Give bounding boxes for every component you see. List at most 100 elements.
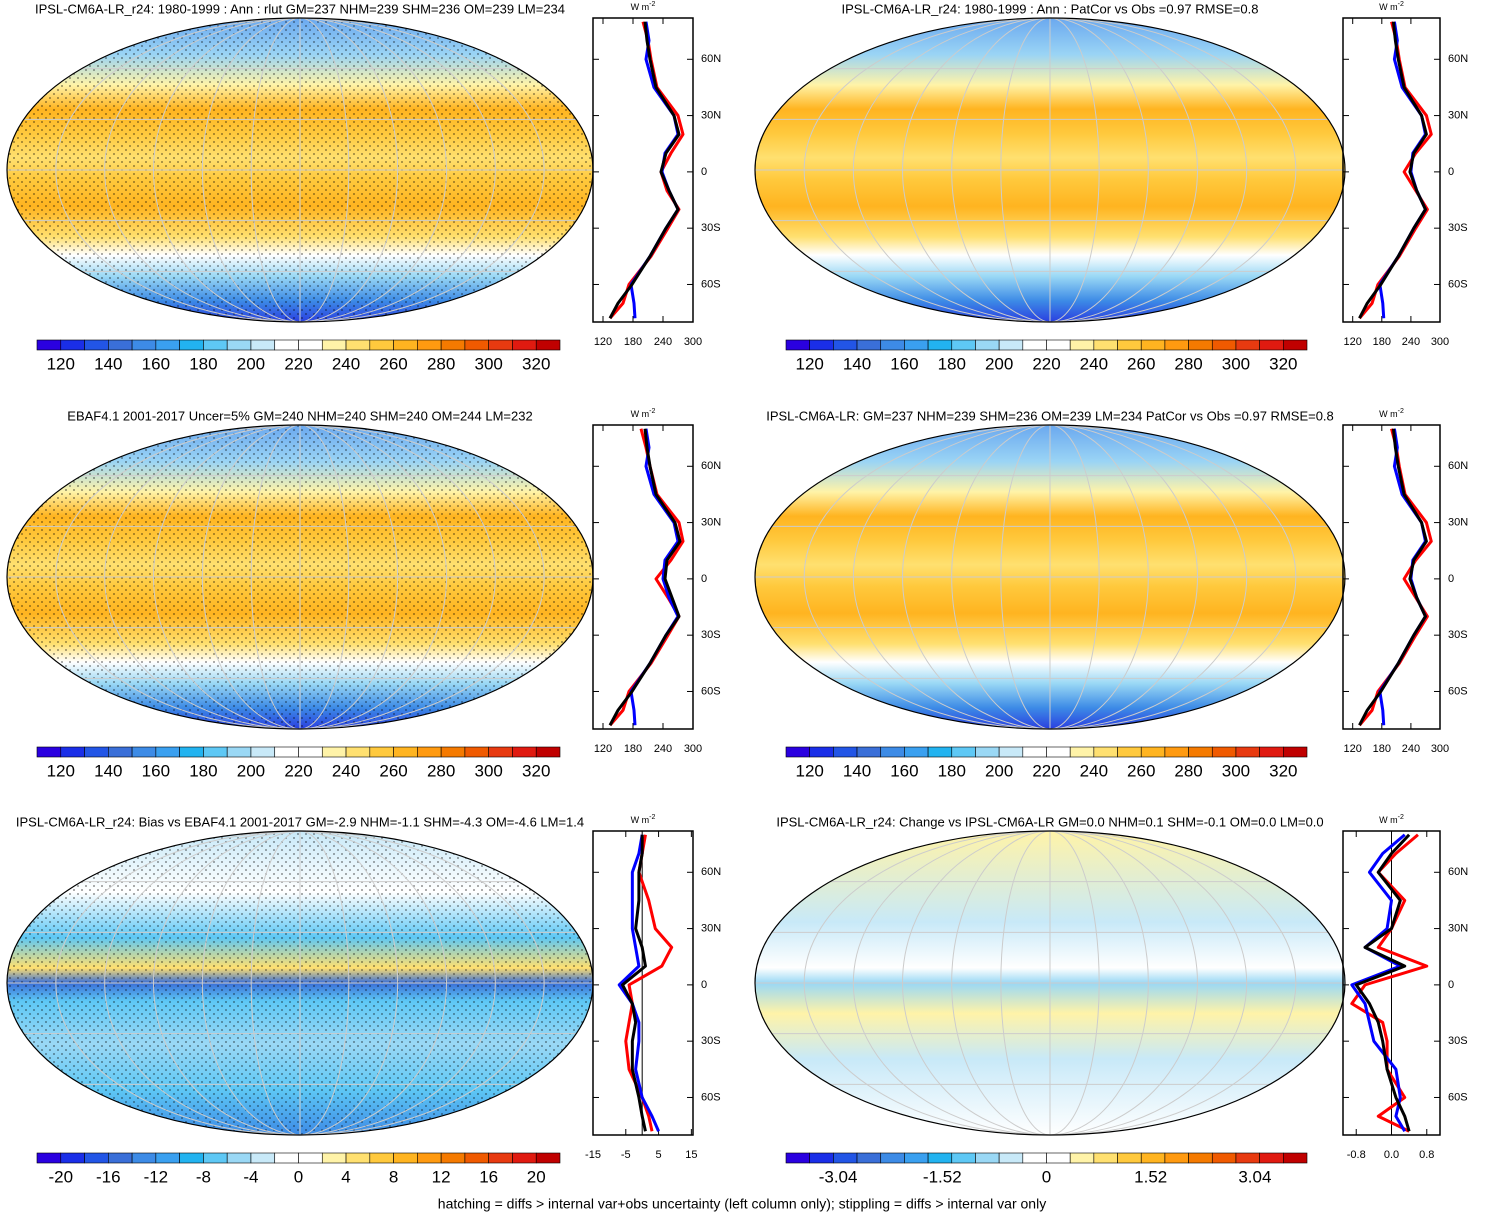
x-tick-label: 5 [656,1149,662,1161]
colorbar-box [131,1152,157,1164]
x-tick-label: 120 [1344,743,1362,755]
map-meridian [1000,18,1100,322]
x-tick-label: 240 [1402,336,1420,348]
y-tick-label: 30N [701,516,721,528]
colorbar-label: 300 [1222,354,1250,373]
colorbar-label: 160 [142,761,170,780]
colorbar-box [1117,339,1142,351]
colorbar-label: 120 [47,354,75,373]
map-meridian [852,18,1248,322]
colorbar-box [1188,339,1213,351]
colorbar-box [84,746,109,758]
map-meridian [1000,425,1100,729]
colorbar-box [321,1152,347,1164]
colorbar-box [1046,746,1071,758]
y-tick-label: 30N [701,922,721,934]
colorbar-box [488,339,513,351]
colorbar-box [108,1152,133,1164]
colorbar-label: -12 [144,1167,169,1186]
colorbar-box [1211,746,1237,758]
y-tick-label: 60N [1448,866,1468,878]
colorbar-box [998,746,1024,758]
colorbar-box [1164,339,1189,351]
colorbar-label: 220 [284,354,312,373]
profile-units: W m-2 [1379,814,1404,826]
colorbar-box [1188,1152,1213,1164]
colorbar-box [1140,339,1166,351]
x-tick-label: 180 [1373,743,1391,755]
profile-frame [592,424,694,730]
colorbar-box [1069,746,1095,758]
colorbar-box [1283,339,1308,351]
x-tick-label: 120 [1344,336,1362,348]
colorbar-box [1235,746,1260,758]
profile-line [1358,21,1428,319]
colorbar-label: 180 [189,354,217,373]
y-tick-label: 60N [701,53,721,65]
colorbar-box [975,1152,1000,1164]
map-meridian [902,425,1198,729]
profile-frame [592,17,694,323]
colorbar-box [1140,746,1166,758]
map [755,425,1345,729]
colorbar-label: 260 [379,354,407,373]
colorbar-box [155,1152,180,1164]
colorbar-label: 12 [432,1167,451,1186]
colorbar-box [785,1152,810,1164]
map-title: EBAF4.1 2001-2017 Uncer=5% GM=240 NHM=24… [67,408,532,423]
colorbar-box [321,746,347,758]
colorbar-box [369,339,394,351]
colorbar-label: 200 [985,354,1013,373]
colorbar-box [833,339,858,351]
map-meridian [951,18,1149,322]
profile-units: W m-2 [1379,1,1404,13]
colorbar-box [464,1152,489,1164]
colorbar-box [1259,339,1284,351]
y-tick-label: 60S [1448,685,1468,697]
profile-line [1354,833,1411,1132]
map-meridian [104,425,496,729]
colorbar-box [927,746,953,758]
colorbar-label: 320 [1269,761,1297,780]
y-tick-label: 0 [701,979,707,991]
y-tick-label: 60S [701,685,721,697]
y-tick-label: 60S [701,278,721,290]
colorbar-label: 260 [1127,761,1155,780]
y-tick-label: 0 [1448,166,1454,178]
y-tick-label: 30S [1448,1035,1468,1047]
colorbar-box [226,1152,252,1164]
map-meridian [55,18,545,322]
colorbar-box [274,339,299,351]
colorbar-box [179,746,204,758]
profile-line [617,834,660,1132]
units-exp: -2 [1398,1,1404,8]
units-base: W m [1379,2,1398,12]
y-tick-label: 0 [1448,979,1454,991]
profile-frame [592,830,694,1136]
colorbar-label: 120 [47,761,75,780]
colorbar-box [250,746,276,758]
colorbar-box [904,339,929,351]
colorbar-label: 240 [332,761,360,780]
y-tick-label: 30S [1448,222,1468,234]
colorbar-label: 140 [94,761,122,780]
colorbar-label: -8 [196,1167,211,1186]
map-meridian [153,18,447,322]
colorbar-label: 140 [843,354,871,373]
map-meridian [1000,831,1100,1135]
profile-line [621,834,647,1132]
x-tick-label: 180 [624,336,642,348]
colorbar-label: 240 [332,354,360,373]
colorbar-label: 320 [522,761,550,780]
colorbar-box [880,1152,905,1164]
map-meridian [803,425,1297,729]
map-meridian [250,18,350,322]
map [755,831,1345,1135]
colorbar-box [488,1152,513,1164]
colorbar-box [809,1152,834,1164]
colorbar-box [179,339,204,351]
colorbar-box [60,746,85,758]
colorbar-label: -1.52 [923,1167,962,1186]
colorbar-box [60,1152,85,1164]
colorbar-label: 300 [1222,761,1250,780]
